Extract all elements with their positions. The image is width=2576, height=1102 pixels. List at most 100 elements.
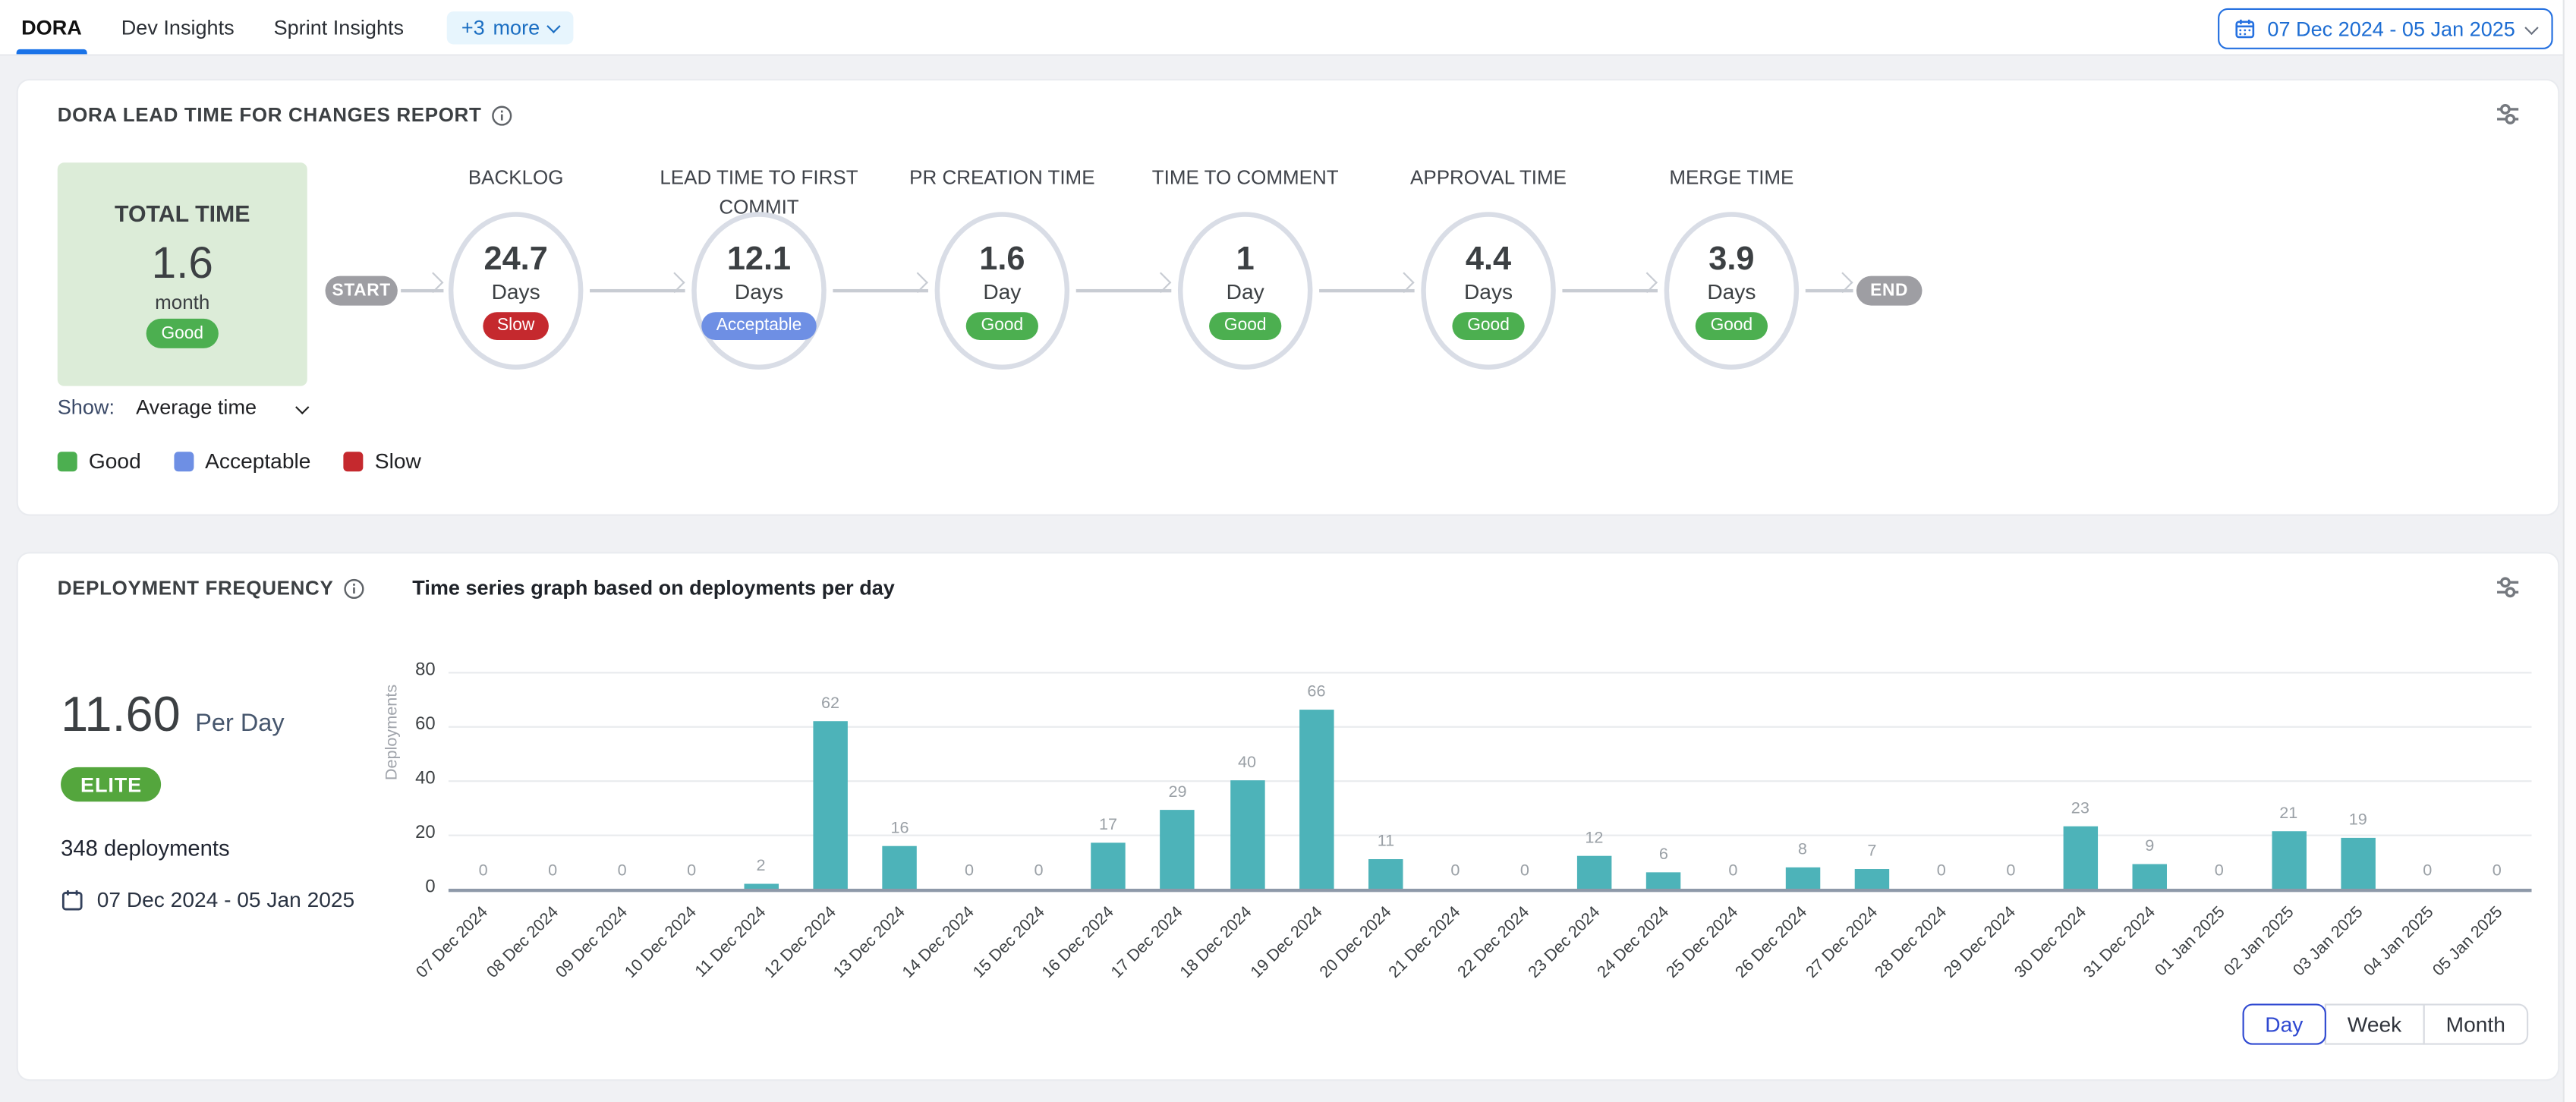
stage-unit: Days xyxy=(1464,279,1513,303)
deployment-bar[interactable] xyxy=(1646,873,1680,889)
stage-value: 4.4 xyxy=(1466,241,1511,278)
bar-value-label: 21 xyxy=(2256,805,2322,823)
deployment-bar[interactable] xyxy=(1091,842,1125,889)
x-tick-label: 30 Dec 2024 xyxy=(2011,903,2090,982)
tab-dora[interactable]: DORA xyxy=(21,0,82,54)
gridline xyxy=(449,672,2532,673)
y-tick-label: 20 xyxy=(370,823,436,842)
granularity-day[interactable]: Day xyxy=(2242,1004,2326,1045)
deployment-bar[interactable] xyxy=(1785,867,1819,889)
x-tick-label: 28 Dec 2024 xyxy=(1872,903,1951,982)
deployment-bar[interactable] xyxy=(1368,859,1403,889)
deployment-bar[interactable] xyxy=(1577,856,1611,889)
x-tick-label: 22 Dec 2024 xyxy=(1456,903,1535,982)
stage-value: 24.7 xyxy=(484,241,548,278)
x-tick-label: 20 Dec 2024 xyxy=(1317,903,1396,982)
calendar-icon xyxy=(2234,18,2256,39)
bar-value-label: 16 xyxy=(867,819,933,837)
bar-value-label: 0 xyxy=(1492,862,1558,880)
pipeline-end-node: END xyxy=(1856,276,1923,306)
x-tick-label: 16 Dec 2024 xyxy=(1039,903,1118,982)
x-tick-label: 15 Dec 2024 xyxy=(969,903,1048,982)
x-tick-label: 12 Dec 2024 xyxy=(761,903,840,982)
x-tick-label: 23 Dec 2024 xyxy=(1525,903,1604,982)
bar-value-label: 0 xyxy=(450,862,516,880)
y-tick-label: 80 xyxy=(370,660,436,680)
lead-time-pipeline: START END BACKLOG 24.7 Days Slow LEAD TI… xyxy=(18,80,2558,514)
top-tab-bar: DORADev InsightsSprint Insights +3 more … xyxy=(0,0,2576,56)
tab-dev-insights[interactable]: Dev Insights xyxy=(121,0,235,54)
deployment-bar[interactable] xyxy=(813,721,847,889)
x-tick-label: 18 Dec 2024 xyxy=(1178,903,1257,982)
scrollbar-track[interactable] xyxy=(2563,0,2576,1102)
x-tick-label: 11 Dec 2024 xyxy=(693,903,770,981)
chevron-down-icon xyxy=(546,18,559,32)
deployment-bar[interactable] xyxy=(1160,810,1195,889)
gridline xyxy=(449,780,2532,782)
granularity-month[interactable]: Month xyxy=(2423,1004,2528,1045)
stage-circle: 4.4 Days Good xyxy=(1421,212,1555,370)
y-tick-label: 40 xyxy=(370,769,436,789)
tab-sprint-insights[interactable]: Sprint Insights xyxy=(274,0,404,54)
deployment-bar[interactable] xyxy=(2341,837,2375,889)
bar-value-label: 66 xyxy=(1283,684,1349,702)
bar-value-label: 9 xyxy=(2117,838,2183,856)
date-range-picker[interactable]: 07 Dec 2024 - 05 Jan 2025 xyxy=(2218,8,2552,49)
deployment-bar[interactable] xyxy=(1299,710,1334,889)
x-tick-label: 07 Dec 2024 xyxy=(414,903,493,982)
deployment-bar[interactable] xyxy=(1230,780,1264,889)
bar-value-label: 0 xyxy=(2395,862,2461,880)
bar-value-label: 7 xyxy=(1839,843,1905,861)
more-tabs-label: more xyxy=(493,16,540,39)
stage-label: MERGE TIME xyxy=(1617,162,1847,192)
granularity-week[interactable]: Week xyxy=(2324,1004,2424,1045)
stage-status-badge: Good xyxy=(1453,312,1525,341)
stage-label: TIME TO COMMENT xyxy=(1130,162,1360,192)
stage-circle: 24.7 Days Slow xyxy=(449,212,583,370)
x-tick-label: 13 Dec 2024 xyxy=(830,903,909,982)
x-axis-line xyxy=(449,889,2532,892)
more-tabs-button[interactable]: +3 more xyxy=(446,11,572,43)
bar-value-label: 62 xyxy=(798,694,864,713)
bar-value-label: 11 xyxy=(1353,833,1419,851)
x-tick-label: 17 Dec 2024 xyxy=(1108,903,1187,982)
x-tick-label: 03 Jan 2025 xyxy=(2291,903,2367,980)
deployment-bar[interactable] xyxy=(1855,870,1889,889)
stage-unit: Days xyxy=(735,279,783,303)
bar-value-label: 29 xyxy=(1145,784,1211,802)
lead-time-card: DORA LEAD TIME FOR CHANGES REPORT TOTAL … xyxy=(17,79,2560,516)
deployment-bar[interactable] xyxy=(2063,826,2097,889)
stage-unit: Day xyxy=(983,279,1021,303)
x-tick-label: 27 Dec 2024 xyxy=(1803,903,1882,982)
flow-arrow xyxy=(1562,289,1658,291)
gridline xyxy=(449,835,2532,836)
deployment-bar[interactable] xyxy=(2133,864,2167,889)
bar-value-label: 0 xyxy=(937,862,1003,880)
x-tick-label: 26 Dec 2024 xyxy=(1734,903,1812,982)
flow-arrow xyxy=(590,289,685,291)
x-tick-label: 29 Dec 2024 xyxy=(1941,903,2020,982)
x-tick-label: 04 Jan 2025 xyxy=(2360,903,2437,980)
deployments-bar-chart: Deployments 020406080007 Dec 2024008 Dec… xyxy=(18,553,2558,1079)
bar-value-label: 6 xyxy=(1631,846,1697,864)
deployment-bar[interactable] xyxy=(744,883,778,889)
tab-label: Sprint Insights xyxy=(274,16,404,39)
granularity-toggle: DayWeekMonth xyxy=(2242,1004,2528,1045)
flow-arrow xyxy=(1806,289,1853,291)
chevron-down-icon xyxy=(2524,20,2538,34)
x-tick-label: 21 Dec 2024 xyxy=(1386,903,1465,982)
x-tick-label: 24 Dec 2024 xyxy=(1595,903,1674,982)
x-tick-label: 10 Dec 2024 xyxy=(622,903,701,982)
flow-arrow xyxy=(833,289,928,291)
stage-status-badge: Good xyxy=(966,312,1038,341)
stage-value: 3.9 xyxy=(1708,241,1754,278)
tab-label: DORA xyxy=(21,16,82,39)
deployment-frequency-card: DEPLOYMENT FREQUENCY Time series graph b… xyxy=(17,552,2560,1081)
stage-status-badge: Slow xyxy=(483,312,550,341)
pipeline-start-node: START xyxy=(326,276,398,306)
tab-label: Dev Insights xyxy=(121,16,235,39)
x-tick-label: 08 Dec 2024 xyxy=(483,903,562,982)
deployment-bar[interactable] xyxy=(2272,832,2306,889)
stage-value: 1.6 xyxy=(979,241,1025,278)
deployment-bar[interactable] xyxy=(883,845,917,889)
